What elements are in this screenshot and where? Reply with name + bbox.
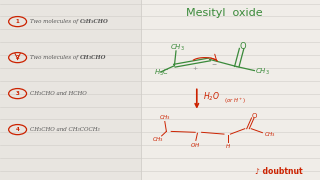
- Text: CH₃CHO: CH₃CHO: [80, 55, 106, 60]
- Text: Two molecules of: Two molecules of: [30, 19, 80, 24]
- Text: $CH_3$: $CH_3$: [152, 135, 164, 144]
- Text: $OH$: $OH$: [190, 141, 200, 149]
- Text: +: +: [193, 66, 198, 71]
- Text: O: O: [240, 42, 246, 51]
- Text: CH₃CHO and HCHO: CH₃CHO and HCHO: [30, 91, 87, 96]
- Text: 4: 4: [16, 127, 20, 132]
- Text: Two molecules of: Two molecules of: [30, 55, 80, 60]
- Text: $CH_3$: $CH_3$: [159, 113, 171, 122]
- Text: 1: 1: [16, 19, 20, 24]
- Text: Mesityl  oxide: Mesityl oxide: [186, 8, 262, 18]
- Text: −: −: [212, 61, 217, 66]
- Text: C₂H₅CHO: C₂H₅CHO: [80, 19, 109, 24]
- Text: $CH_3$: $CH_3$: [255, 67, 270, 77]
- Text: $CH_3$: $CH_3$: [170, 43, 185, 53]
- Text: $H_2O$: $H_2O$: [203, 91, 220, 104]
- Text: $CH_3$: $CH_3$: [264, 130, 276, 139]
- Text: $(or\ H^+)$: $(or\ H^+)$: [224, 96, 246, 106]
- Text: $H_3C$: $H_3C$: [154, 68, 169, 78]
- Text: $H$: $H$: [225, 142, 231, 150]
- Text: CH₃CHO and CH₃COCH₃: CH₃CHO and CH₃COCH₃: [30, 127, 100, 132]
- Text: 3: 3: [16, 91, 20, 96]
- Text: ♪ doubtnut: ♪ doubtnut: [255, 166, 302, 176]
- Text: O: O: [252, 113, 257, 119]
- Text: 2: 2: [16, 55, 20, 60]
- Bar: [0, 0, 141, 180]
